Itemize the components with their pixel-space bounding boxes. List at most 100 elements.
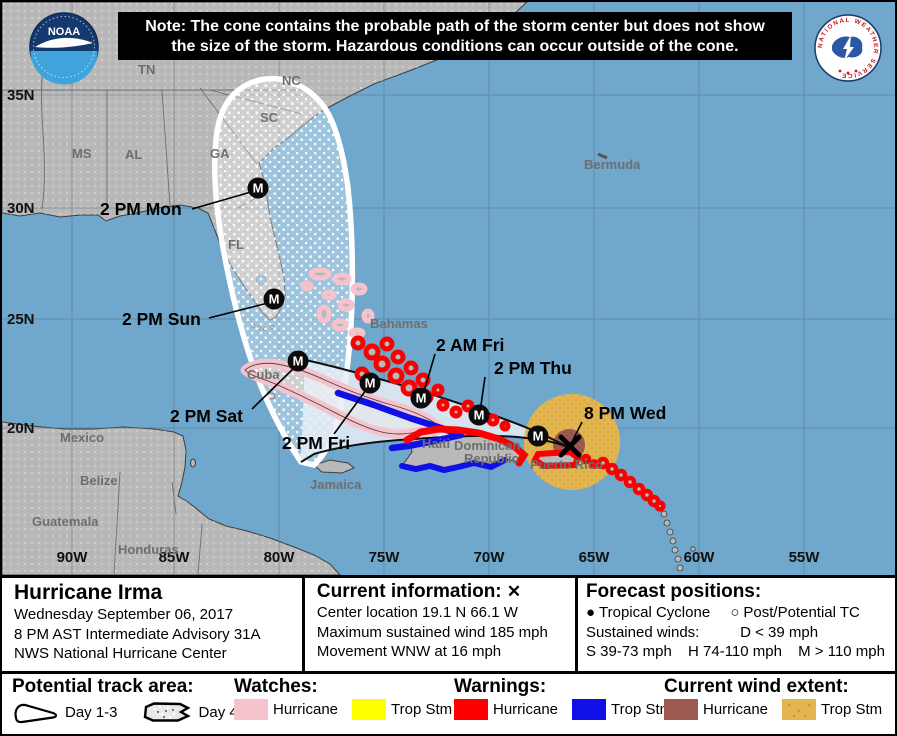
- hurricane-warning-label: Hurricane: [493, 701, 559, 718]
- trop-storm-warning-hispaniola-south: [399, 457, 508, 474]
- svg-text:M: M: [253, 181, 264, 196]
- hurricane-watch-label: Hurricane: [273, 701, 339, 718]
- forecast-marker: M: [359, 372, 381, 394]
- label-al: AL: [125, 147, 142, 162]
- bahamas-warning-islands: [350, 335, 511, 432]
- current-information-panel: Current information: ✕ Center location 1…: [301, 578, 575, 671]
- storm-agency: NWS National Hurricane Center: [14, 645, 227, 662]
- track-label: 2 PM Sun: [122, 309, 201, 329]
- forecast-marker: M: [468, 404, 490, 426]
- hurricane-watch-swatch: [234, 699, 268, 720]
- wind-category-h: H 74-110 mph: [688, 643, 782, 660]
- sustained-winds-label: Sustained winds:: [585, 623, 700, 641]
- current-info-heading: Current information:: [316, 581, 502, 602]
- label-honduras: Honduras: [118, 542, 179, 557]
- wind-extent-trop-storm-swatch: [782, 699, 817, 720]
- latitude-labels: 35N 30N 25N 20N: [7, 87, 35, 437]
- storm-title: Hurricane Irma: [14, 581, 163, 604]
- svg-text:70W: 70W: [474, 549, 506, 566]
- noaa-logo-text: NOAA: [48, 26, 80, 38]
- track-time-labels: 8 PM Wed 2 PM Thu 2 AM Fri 2 PM Fri 2 PM…: [100, 199, 666, 453]
- label-republic: Republic: [464, 451, 519, 466]
- storm-date: Wednesday September 06, 2017: [14, 606, 234, 623]
- track-label: 2 PM Sat: [170, 406, 243, 426]
- label-puerto-rico: Puerto Rico: [530, 457, 603, 472]
- wind-category-d: D < 39 mph: [740, 623, 819, 641]
- tropical-cyclone-icon: ●: [585, 604, 596, 621]
- label-belize: Belize: [80, 473, 118, 488]
- label-bermuda: Bermuda: [584, 157, 641, 172]
- current-position-x-marker: [558, 434, 582, 458]
- label-guatemala: Guatemala: [32, 514, 99, 529]
- wind-extent-legend: Current wind extent: Hurricane Trop Stm: [664, 676, 895, 720]
- potential-track-legend: Potential track area: Day 1-3 Day 4-5: [12, 676, 265, 725]
- label-nc: NC: [282, 73, 301, 88]
- virgin-islands-warning: [580, 453, 599, 469]
- forecast-marker: M: [410, 387, 432, 409]
- day45-cone-icon: [143, 702, 191, 722]
- wind-extent-heading: Current wind extent:: [664, 676, 849, 697]
- forecast-marker: M: [247, 177, 269, 199]
- potential-track-heading: Potential track area:: [12, 676, 194, 697]
- warnings-heading: Warnings:: [454, 676, 547, 697]
- hurricane-warning-swatch: [454, 699, 488, 720]
- svg-text:35N: 35N: [7, 87, 35, 104]
- hurricane-warning-hispaniola-north: [403, 425, 529, 467]
- current-position-icon: ✕: [506, 582, 522, 601]
- land-texture: [2, 2, 527, 575]
- legend-row: Potential track area: Day 1-3 Day 4-5 Wa…: [2, 671, 895, 734]
- hurricane-warning-puerto-rico: [532, 449, 581, 469]
- wind-extent-hurricane-swatch: [664, 699, 698, 720]
- svg-text:M: M: [533, 429, 544, 444]
- label-ms: MS: [72, 146, 92, 161]
- svg-text:60W: 60W: [684, 549, 716, 566]
- svg-text:M: M: [293, 354, 304, 369]
- watches-legend: Watches: Hurricane Trop Stm: [234, 676, 466, 720]
- wind-category-s: S 39-73 mph: [585, 643, 672, 660]
- forecast-marker: M: [287, 350, 309, 372]
- trop-storm-warning-label: Trop Stm: [611, 701, 673, 718]
- svg-text:75W: 75W: [369, 549, 401, 566]
- wind-extent-trop-storm-label: Trop Stm: [821, 701, 883, 718]
- track-label: 2 PM Mon: [100, 199, 182, 219]
- wind-extent-hurricane-label: Hurricane: [703, 701, 769, 718]
- nws-logo: NATIONAL WEATHER SERVICE: [814, 14, 882, 82]
- post-potential-tc-label: Post/Potential TC: [743, 604, 860, 621]
- svg-text:M: M: [269, 292, 280, 307]
- svg-text:M: M: [416, 391, 427, 406]
- forecast-position-markers: M M M M M M M: [247, 177, 549, 447]
- movement: Movement WNW at 16 mph: [316, 643, 502, 660]
- land-jamaica: [312, 459, 355, 474]
- svg-text:30N: 30N: [7, 200, 35, 217]
- svg-text:25N: 25N: [7, 311, 35, 328]
- svg-text:80W: 80W: [264, 549, 296, 566]
- label-mexico: Mexico: [60, 430, 104, 445]
- noaa-logo: NOAA: [29, 12, 99, 85]
- warnings-legend: Warnings: Hurricane Trop Stm: [454, 676, 686, 720]
- label-sc: SC: [260, 110, 279, 125]
- day13-cone-icon: [14, 703, 58, 724]
- svg-text:20N: 20N: [7, 420, 35, 437]
- track-label: 2 AM Fri: [436, 335, 504, 355]
- forecast-positions-heading: Forecast positions:: [585, 581, 762, 602]
- label-dominican: Dominican: [454, 438, 521, 453]
- track-label: 2 PM Fri: [282, 433, 350, 453]
- svg-text:65W: 65W: [579, 549, 611, 566]
- wind-category-m: M > 110 mph: [798, 643, 885, 660]
- storm-advisory: 8 PM AST Intermediate Advisory 31A: [14, 625, 261, 643]
- post-potential-tc-icon: ○: [730, 604, 740, 621]
- longitude-labels: 90W 85W 80W 75W 70W 65W 60W 55W: [57, 549, 821, 566]
- center-location: Center location 19.1 N 66.1 W: [316, 604, 518, 621]
- storm-info-panel: Hurricane Irma Wednesday September 06, 2…: [2, 578, 302, 671]
- label-bahamas: Bahamas: [370, 316, 428, 331]
- svg-text:85W: 85W: [159, 549, 191, 566]
- trop-storm-warning-swatch: [572, 699, 607, 720]
- label-haiti: Haiti: [422, 436, 450, 451]
- tropical-cyclone-label: Tropical Cyclone: [599, 604, 711, 621]
- island-cozumel: [190, 458, 196, 468]
- trop-storm-watch-swatch: [352, 699, 387, 720]
- svg-text:M: M: [365, 376, 376, 391]
- nws-logo-lightning: [843, 35, 854, 61]
- label-ga: GA: [210, 146, 230, 161]
- watches-heading: Watches:: [234, 676, 318, 697]
